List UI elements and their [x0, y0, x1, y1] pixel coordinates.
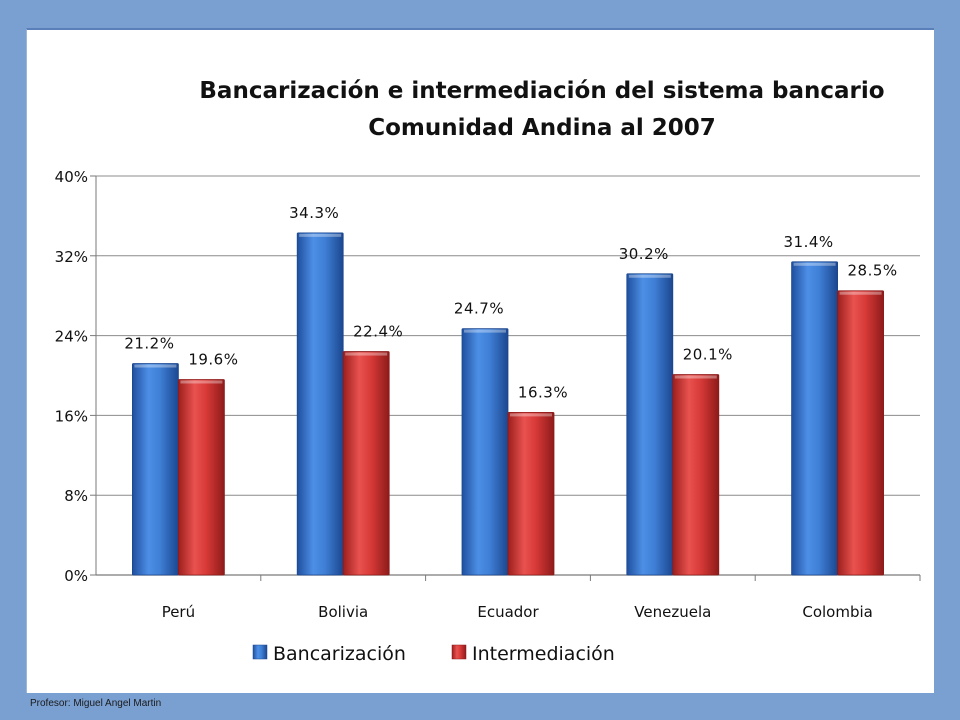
bars: [131, 232, 884, 576]
data-label-bancarizacion: 34.3%: [289, 204, 339, 222]
bar-highlight: [180, 380, 223, 384]
x-tick-label: Ecuador: [477, 603, 539, 621]
data-label-bancarizacion: 24.7%: [454, 300, 504, 318]
bar-highlight: [793, 262, 836, 266]
bar-intermediacion: [342, 351, 390, 576]
x-axis-ticks: Perú Bolivia Ecuador Venezuela Colombia: [162, 603, 873, 621]
bar-intermediacion: [507, 412, 555, 576]
bar-highlight: [345, 352, 388, 356]
x-tick-label: Bolivia: [318, 603, 368, 621]
chart-title: Bancarización e intermediación del siste…: [199, 78, 884, 104]
legend-swatch-intermediacion: [451, 644, 467, 660]
bar-bancarizacion: [131, 363, 179, 576]
y-tick-label: 24%: [55, 328, 88, 346]
data-label-intermediacion: 19.6%: [188, 350, 238, 368]
bar-bancarizacion: [791, 261, 838, 576]
bar-bancarizacion: [461, 328, 509, 576]
bar-highlight: [839, 291, 882, 295]
y-axis-ticks: 0% 8% 16% 24% 32% 40%: [55, 168, 88, 585]
y-tick-label: 40%: [55, 168, 88, 186]
footer-text: Profesor: Miguel Angel Martin: [30, 698, 162, 709]
bar-highlight: [299, 233, 342, 237]
bar-highlight: [464, 329, 506, 333]
y-tick-label: 16%: [55, 407, 88, 425]
data-label-bancarizacion: 31.4%: [784, 233, 834, 251]
legend: Bancarización Intermediación: [252, 643, 615, 665]
legend-label-bancarizacion: Bancarización: [273, 643, 406, 665]
chart-subtitle: Comunidad Andina al 2007: [368, 115, 716, 141]
data-label-intermediacion: 22.4%: [353, 323, 403, 341]
legend-swatch-bancarizacion: [252, 644, 268, 660]
bar-highlight: [674, 375, 717, 379]
data-labels: 21.2% 19.6% 34.3% 22.4% 24.7% 16.3% 30.2% 20.1%…: [124, 204, 897, 402]
bar-bancarizacion: [296, 232, 344, 576]
y-tick-label: 32%: [55, 248, 88, 266]
bar-highlight: [134, 364, 177, 368]
data-label-intermediacion: 20.1%: [683, 346, 733, 364]
data-label-intermediacion: 28.5%: [848, 262, 898, 280]
x-tick-label: Perú: [162, 603, 195, 621]
bar-bancarizacion: [626, 273, 674, 576]
data-label-intermediacion: 16.3%: [518, 383, 568, 401]
bar-intermediacion: [177, 379, 225, 576]
bar-highlight: [510, 413, 552, 417]
legend-label-intermediacion: Intermediación: [472, 643, 615, 665]
bar-intermediacion: [837, 290, 884, 576]
y-tick-label: 0%: [64, 567, 88, 585]
y-tick-label: 8%: [64, 487, 88, 505]
data-label-bancarizacion: 30.2%: [619, 245, 669, 263]
bar-intermediacion: [672, 374, 720, 576]
bar-highlight: [628, 274, 671, 278]
data-label-bancarizacion: 21.2%: [124, 335, 174, 353]
x-tick-label: Venezuela: [634, 603, 711, 621]
x-tick-label: Colombia: [802, 603, 873, 621]
